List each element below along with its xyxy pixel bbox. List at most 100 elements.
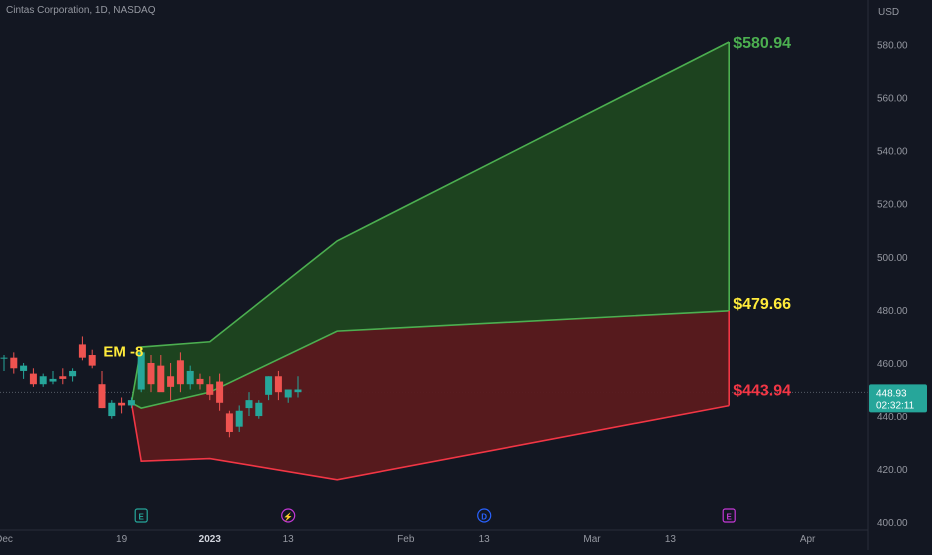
candle-body bbox=[0, 357, 8, 359]
candle bbox=[0, 355, 8, 371]
event-marker-split[interactable]: ⚡ bbox=[281, 508, 296, 523]
candle bbox=[88, 349, 96, 369]
price-axis-currency: USD bbox=[878, 7, 899, 18]
candle bbox=[225, 410, 233, 438]
price-tick-label: 560.00 bbox=[877, 94, 908, 105]
candle bbox=[186, 365, 194, 390]
candle-body bbox=[274, 376, 282, 393]
earnings-marker-letter: E bbox=[727, 513, 733, 522]
candle-body bbox=[118, 402, 126, 406]
candle-body bbox=[196, 378, 204, 385]
price-tick-label: 480.00 bbox=[877, 306, 908, 317]
candle-body bbox=[284, 389, 292, 398]
earnings-marker-frame bbox=[134, 508, 148, 523]
candle-body bbox=[69, 370, 77, 377]
split-marker-frame bbox=[281, 508, 296, 523]
upper-target-label: $580.94 bbox=[733, 35, 791, 52]
price-tick-label: 580.00 bbox=[877, 41, 908, 52]
candle bbox=[137, 349, 145, 393]
candle bbox=[98, 370, 106, 409]
candle bbox=[206, 376, 214, 401]
candle bbox=[167, 362, 175, 401]
green-zone-area bbox=[131, 42, 730, 409]
candle bbox=[59, 368, 67, 385]
symbol-title: Cintas Corporation, 1D, NASDAQ bbox=[6, 5, 156, 16]
candle bbox=[69, 368, 77, 382]
candle-body bbox=[294, 389, 302, 393]
time-tick-label: 2023 bbox=[199, 534, 222, 545]
earnings-marker-letter: E bbox=[139, 513, 145, 522]
candle-body bbox=[167, 376, 175, 387]
time-tick-label: 13 bbox=[283, 534, 295, 545]
candle bbox=[176, 352, 184, 393]
current-price-badge[interactable] bbox=[869, 384, 927, 413]
candle-body bbox=[157, 365, 165, 393]
candle bbox=[108, 400, 116, 419]
candle bbox=[29, 368, 37, 387]
em-label: EM -8 bbox=[103, 343, 143, 360]
candle-body bbox=[225, 413, 233, 432]
event-markers[interactable]: E ⚡ D E bbox=[134, 508, 736, 523]
candle-body bbox=[216, 381, 224, 403]
time-axis[interactable]: Dec 19 2023 13 Feb 13 Mar 13 Apr bbox=[0, 534, 816, 545]
time-tick-label: Dec bbox=[0, 534, 13, 545]
candlestick-series bbox=[0, 336, 302, 438]
candle-body bbox=[98, 384, 106, 409]
candle bbox=[284, 389, 292, 403]
event-marker-earnings[interactable]: E bbox=[722, 508, 736, 523]
candle bbox=[10, 352, 18, 374]
candle bbox=[245, 392, 253, 417]
candle-body bbox=[147, 362, 155, 385]
lower-target-label: $443.94 bbox=[733, 383, 791, 400]
candle bbox=[294, 376, 302, 398]
mid-target-label: $479.66 bbox=[733, 296, 791, 313]
candle bbox=[265, 376, 273, 401]
candle bbox=[274, 370, 282, 401]
candle bbox=[235, 405, 243, 432]
price-tick-label: 440.00 bbox=[877, 412, 908, 423]
candle bbox=[49, 370, 57, 385]
earnings-marker-frame bbox=[722, 508, 736, 523]
price-tick-label: 400.00 bbox=[877, 518, 908, 529]
dividend-marker-frame bbox=[477, 508, 492, 523]
time-tick-label: 13 bbox=[479, 534, 491, 545]
candle-body bbox=[235, 410, 243, 427]
candle-body bbox=[88, 355, 96, 366]
candle-body bbox=[59, 376, 67, 379]
price-tick-label: 460.00 bbox=[877, 359, 908, 370]
red-zone-area bbox=[131, 310, 730, 480]
dividend-marker-letter: D bbox=[481, 513, 487, 522]
candle bbox=[147, 355, 155, 393]
candle bbox=[255, 400, 263, 419]
candle-body bbox=[108, 402, 116, 417]
candle-body bbox=[255, 402, 263, 417]
candle-body bbox=[265, 376, 273, 395]
price-tick-label: 420.00 bbox=[877, 465, 908, 476]
candle-body bbox=[127, 400, 135, 406]
bar-countdown: 02:32:11 bbox=[876, 400, 915, 411]
current-price-value: 448.93 bbox=[876, 388, 907, 399]
candle bbox=[118, 397, 126, 414]
candle bbox=[20, 362, 28, 379]
candle bbox=[127, 397, 135, 409]
candle bbox=[157, 355, 165, 393]
time-tick-label: Feb bbox=[397, 534, 415, 545]
candle bbox=[78, 336, 86, 361]
candle-body bbox=[49, 378, 57, 382]
candle-body bbox=[186, 370, 194, 385]
time-tick-label: 19 bbox=[116, 534, 128, 545]
chart-annotations: $580.94 $479.66 $443.94 EM -8 bbox=[103, 35, 791, 400]
candle-body bbox=[78, 344, 86, 358]
event-marker-dividend[interactable]: D bbox=[477, 508, 492, 523]
candle-body bbox=[39, 376, 47, 385]
candle bbox=[196, 373, 204, 390]
event-marker-earnings[interactable]: E bbox=[134, 508, 148, 523]
price-tick-label: 520.00 bbox=[877, 200, 908, 211]
price-tick-label: 540.00 bbox=[877, 147, 908, 158]
time-tick-label: 13 bbox=[665, 534, 677, 545]
candle-body bbox=[10, 357, 18, 369]
candle bbox=[39, 373, 47, 387]
